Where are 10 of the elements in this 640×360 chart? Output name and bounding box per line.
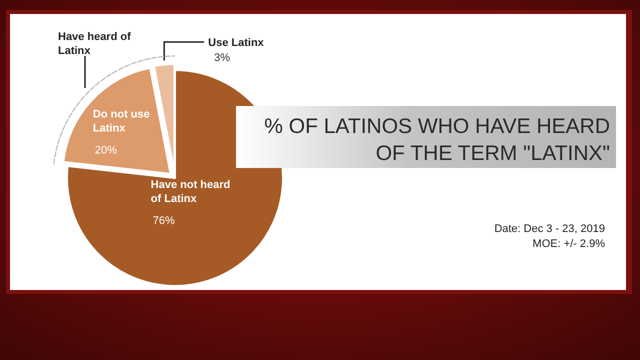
data-label: 20% bbox=[94, 144, 118, 156]
slice-label: Have not heard of Latinx bbox=[150, 179, 230, 206]
slice-label: Use Latinx bbox=[208, 37, 265, 49]
text: Have heard of Latinx bbox=[58, 31, 132, 57]
text: % OF LATINOS WHO HAVE HEARD OF THE TERM "LATINX" bbox=[264, 115, 610, 165]
text: Date: Dec 3 - 23, 2019 bbox=[494, 223, 605, 235]
data-label: 76% bbox=[152, 215, 176, 228]
data-label: 3% bbox=[214, 52, 230, 64]
text: MOE: +/- 2.9% bbox=[532, 238, 606, 250]
slice-label: Do not use Latinx bbox=[92, 108, 150, 134]
